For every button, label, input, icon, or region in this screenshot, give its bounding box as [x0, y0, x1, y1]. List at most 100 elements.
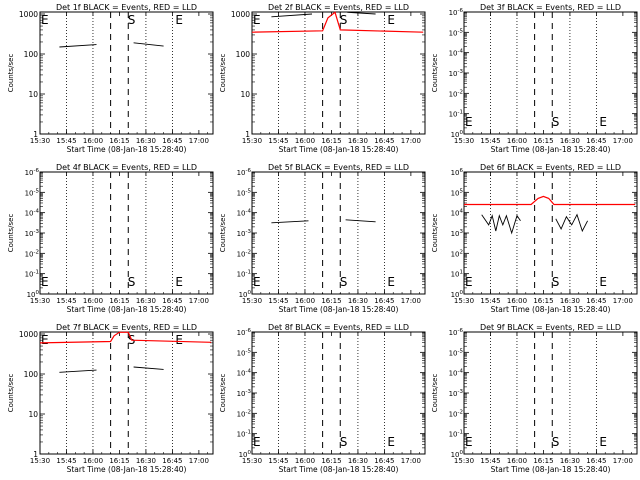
events-series-segment — [271, 220, 309, 224]
ytick-label: 1 — [33, 450, 38, 459]
xtick-label: 17:00 — [189, 297, 209, 305]
ytick-label: 100 — [24, 50, 39, 59]
y-axis-title: Counts/sec — [431, 54, 439, 93]
ytick-label: 1 — [33, 130, 38, 139]
ytick-label: 10-5 — [237, 188, 252, 197]
lld-series-segment — [464, 195, 636, 206]
y-axis-title: Counts/sec — [431, 214, 439, 253]
xtick-label: 15:45 — [56, 297, 76, 305]
xtick-label: 16:15 — [533, 137, 553, 145]
xtick-label: 15:45 — [56, 137, 76, 145]
ytick-label: 10-3 — [449, 389, 464, 398]
marker-e: E — [465, 115, 473, 129]
ytick-label: 10-1 — [449, 110, 463, 119]
xtick-label: 16:30 — [560, 297, 580, 305]
ytick-label: 10-1 — [449, 430, 463, 439]
x-axis-title: Start Time (08-Jan-18 15:28:40) — [67, 465, 187, 474]
ytick-label: 10-3 — [237, 389, 252, 398]
plot-frame — [39, 171, 214, 295]
ytick-label: 10-2 — [449, 409, 463, 418]
ytick-label: 10-5 — [449, 348, 464, 357]
xtick-label: 16:45 — [374, 137, 394, 145]
events-series-segment — [133, 366, 164, 370]
xtick-label: 16:30 — [560, 457, 580, 465]
panel-title: Det 5f BLACK = Events, RED = LLD — [268, 163, 409, 172]
xtick-label: 15:30 — [242, 457, 262, 465]
marker-e: E — [599, 435, 607, 449]
marker-s: S — [340, 275, 348, 289]
marker-s: S — [340, 435, 348, 449]
xtick-label: 16:15 — [321, 297, 341, 305]
xtick-label: 15:30 — [454, 297, 474, 305]
lld-series-segment — [251, 11, 424, 33]
ytick-label: 100 — [27, 290, 40, 299]
events-series-segment — [345, 219, 376, 223]
xtick-label: 16:30 — [560, 137, 580, 145]
ytick-label: 10 — [240, 90, 250, 99]
events-series-segment — [347, 11, 376, 15]
xtick-label: 15:45 — [480, 297, 500, 305]
x-axis-title: Start Time (08-Jan-18 15:28:40) — [491, 305, 611, 314]
marker-s: S — [128, 13, 136, 27]
ytick-label: 1000 — [19, 10, 38, 19]
ytick-label: 10-4 — [449, 369, 464, 378]
marker-e: E — [387, 13, 395, 27]
y-axis-title: Counts/sec — [7, 54, 15, 93]
y-axis-title: Counts/sec — [219, 214, 227, 253]
xtick-label: 17:00 — [613, 297, 633, 305]
ytick-label: 10-1 — [237, 430, 251, 439]
plot-frame — [39, 331, 214, 455]
xtick-label: 16:30 — [136, 457, 156, 465]
ytick-label: 10-4 — [237, 209, 252, 218]
xtick-label: 16:45 — [162, 137, 182, 145]
panel-title: Det 1f BLACK = Events, RED = LLD — [56, 3, 197, 12]
xtick-label: 15:30 — [242, 137, 262, 145]
ytick-label: 10-2 — [25, 249, 39, 258]
xtick-label: 17:00 — [401, 457, 421, 465]
xtick-label: 16:15 — [533, 297, 553, 305]
xtick-label: 16:15 — [109, 457, 129, 465]
xtick-label: 16:45 — [374, 297, 394, 305]
panel-det-2: Det 2f BLACK = Events, RED = LLD 1 10 100 10… — [219, 3, 426, 154]
xtick-label: 16:30 — [136, 137, 156, 145]
marker-s: S — [552, 115, 560, 129]
marker-s: S — [552, 275, 560, 289]
marker-e: E — [253, 275, 261, 289]
ytick-label: 10-3 — [25, 229, 40, 238]
x-axis-title: Start Time (08-Jan-18 15:28:40) — [67, 305, 187, 314]
panel-title: Det 6f BLACK = Events, RED = LLD — [480, 163, 621, 172]
x-axis-title: Start Time (08-Jan-18 15:28:40) — [279, 305, 399, 314]
x-axis-title: Start Time (08-Jan-18 15:28:40) — [491, 465, 611, 474]
ytick-label: 100 — [24, 370, 39, 379]
ytick-label: 10-4 — [25, 209, 40, 218]
marker-e: E — [387, 435, 395, 449]
ytick-label: 103 — [451, 229, 464, 238]
xtick-label: 16:15 — [109, 137, 129, 145]
ytick-label: 102 — [451, 249, 463, 258]
ytick-label: 10-3 — [237, 229, 252, 238]
marker-e: E — [175, 333, 183, 347]
marker-s: S — [128, 275, 136, 289]
ytick-label: 10-6 — [237, 168, 252, 177]
panel-det-3: Det 3f BLACK = Events, RED = LLD 100 10-1 1… — [431, 3, 638, 154]
xtick-label: 16:00 — [295, 137, 315, 145]
y-axis-title: Counts/sec — [7, 374, 15, 413]
ytick-label: 101 — [451, 270, 463, 279]
marker-e: E — [253, 13, 261, 27]
plot-frame — [463, 171, 638, 295]
events-series-segment — [555, 213, 588, 233]
marker-e: E — [41, 333, 49, 347]
xtick-label: 16:15 — [533, 457, 553, 465]
xtick-label: 15:30 — [30, 457, 50, 465]
y-axis-title: Counts/sec — [219, 54, 227, 93]
xtick-label: 16:30 — [348, 297, 368, 305]
panel-title: Det 8f BLACK = Events, RED = LLD — [268, 323, 409, 332]
y-axis-title: Counts/sec — [7, 214, 15, 253]
ytick-label: 100 — [451, 130, 464, 139]
events-series-segment — [481, 214, 521, 235]
xtick-label: 15:45 — [268, 297, 288, 305]
panel-det-4: Det 4f BLACK = Events, RED = LLD 100 10-1 1… — [7, 163, 214, 314]
panel-det-9: Det 9f BLACK = Events, RED = LLD 100 10-1 1… — [431, 323, 638, 474]
ytick-label: 10-4 — [449, 49, 464, 58]
